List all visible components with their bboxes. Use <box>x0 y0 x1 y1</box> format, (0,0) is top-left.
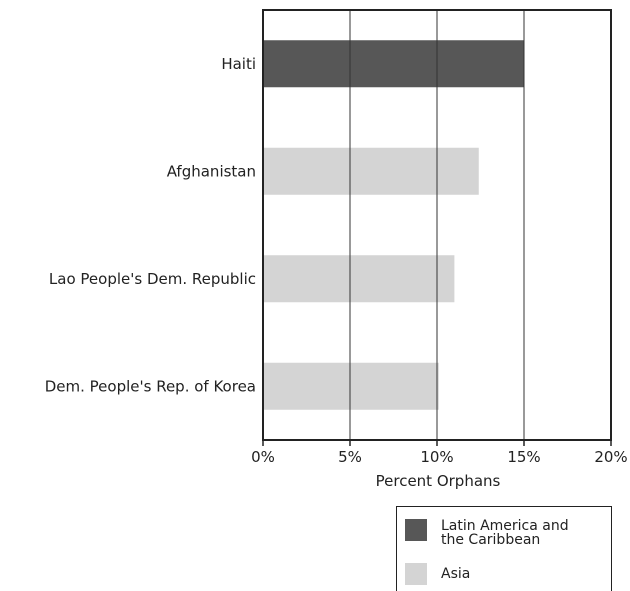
bar-afghanistan <box>263 147 479 195</box>
bar-lao-people-s-dem-republic <box>263 255 455 303</box>
x-axis-label: Percent Orphans <box>376 472 501 490</box>
category-label-haiti: Haiti <box>221 55 256 73</box>
category-label-dem-people-s-rep-of-korea: Dem. People's Rep. of Korea <box>45 377 256 395</box>
legend-label-latin-america-line2: the Caribbean <box>441 532 541 548</box>
x-tick-label-0: 0% <box>251 448 275 466</box>
x-tick-label-20: 20% <box>594 448 627 466</box>
bar-haiti <box>263 40 524 88</box>
x-tick-label-10: 10% <box>420 448 453 466</box>
legend-item-latin-america: Latin America and the Caribbean <box>405 519 569 547</box>
legend: Latin America and the Caribbean Asia <box>396 506 612 591</box>
legend-swatch-asia <box>405 563 427 585</box>
legend-label-latin-america-line1: Latin America and <box>441 518 569 534</box>
category-label-afghanistan: Afghanistan <box>167 162 256 180</box>
x-tick-label-5: 5% <box>338 448 362 466</box>
legend-item-asia: Asia <box>405 563 470 585</box>
legend-label-asia: Asia <box>441 566 471 582</box>
bar-dem-people-s-rep-of-korea <box>263 362 439 410</box>
legend-swatch-latin-america <box>405 519 427 541</box>
x-tick-label-15: 15% <box>507 448 540 466</box>
bar-chart: Haiti Afghanistan Lao People's Dem. Republ… <box>45 9 628 490</box>
category-label-lao-people-s-dem-republic: Lao People's Dem. Republic <box>49 270 256 288</box>
